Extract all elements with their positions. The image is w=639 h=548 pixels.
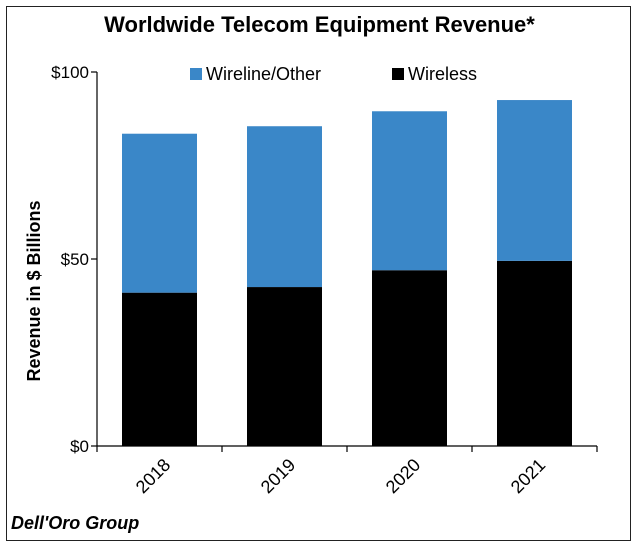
legend-swatch: [392, 68, 404, 80]
x-tick-label: 2018: [132, 455, 174, 497]
bar-wireless-2019: [247, 287, 322, 446]
y-tick-label: $100: [51, 63, 89, 82]
source-credit: Dell'Oro Group: [11, 513, 140, 533]
bar-wireline-other-2019: [247, 126, 322, 288]
bar-wireless-2020: [372, 270, 447, 446]
chart-title: Worldwide Telecom Equipment Revenue*: [104, 12, 535, 37]
x-tick-label: 2021: [507, 455, 549, 497]
chart-legend: Wireline/Other Wireless: [190, 64, 477, 84]
y-tick-label: $0: [70, 437, 89, 456]
y-axis-label: Revenue in $ Billions: [24, 200, 44, 381]
bar-wireline-other-2018: [122, 133, 197, 293]
y-tick-label: $50: [61, 250, 89, 269]
bar-wireline-other-2020: [372, 111, 447, 271]
legend-swatch: [190, 68, 202, 80]
bar-wireless-2018: [122, 292, 197, 446]
legend-label: Wireless: [408, 64, 477, 84]
legend-label: Wireline/Other: [206, 64, 321, 84]
chart-bars: [122, 100, 572, 446]
x-tick-label: 2019: [257, 455, 299, 497]
x-tick-labels: 2018 2019 2020 2021: [132, 455, 549, 497]
bar-wireless-2021: [497, 260, 572, 446]
x-tick-label: 2020: [382, 455, 424, 497]
bar-wireline-other-2021: [497, 100, 572, 261]
y-tick-labels: $0 $50 $100: [51, 63, 89, 456]
